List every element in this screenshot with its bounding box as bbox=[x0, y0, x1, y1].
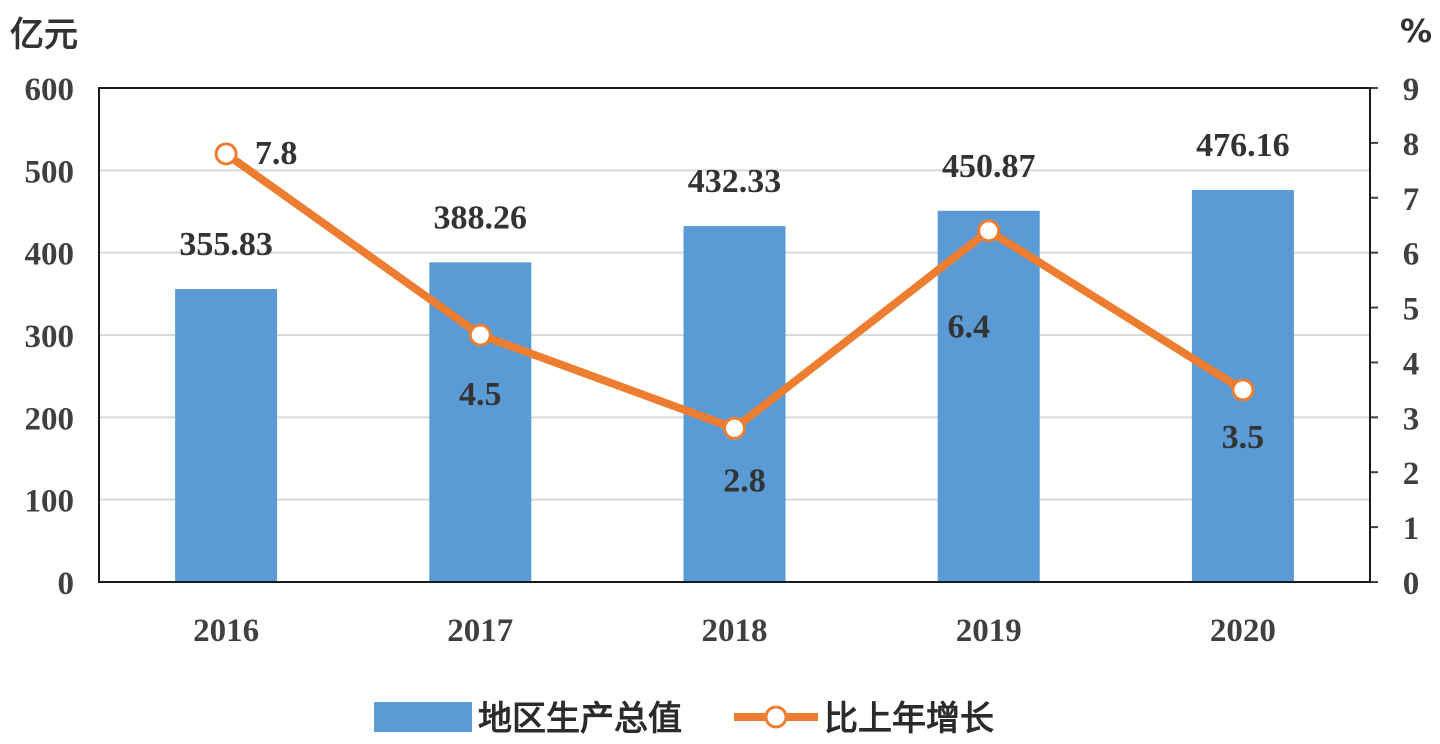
right-tick-label: 1 bbox=[1403, 511, 1420, 547]
legend: 地区生产总值 比上年增长 bbox=[374, 699, 994, 739]
left-tick-label: 100 bbox=[25, 484, 75, 520]
axes: 0 100 200 300 400 500 600 0 1 2 3 4 5 6 7 8 9 2016 2017 201… bbox=[25, 72, 1420, 649]
line-marker bbox=[1231, 378, 1255, 402]
right-tick-label: 9 bbox=[1403, 72, 1420, 108]
line-value-label: 2.8 bbox=[723, 462, 766, 499]
right-tick-label: 6 bbox=[1403, 237, 1420, 273]
bar-value-label: 388.26 bbox=[434, 199, 528, 236]
x-tick-label: 2020 bbox=[1210, 613, 1276, 649]
left-tick-label: 0 bbox=[58, 566, 75, 602]
right-tick-label: 7 bbox=[1403, 182, 1420, 218]
line-marker bbox=[468, 323, 492, 347]
legend-bar-label: 地区生产总值 bbox=[478, 699, 682, 739]
x-tick-label: 2018 bbox=[702, 613, 768, 649]
line-value-label: 6.4 bbox=[947, 309, 990, 346]
left-tick-label: 500 bbox=[25, 154, 75, 190]
bar-value-label: 355.83 bbox=[179, 226, 273, 263]
right-axis-unit: % bbox=[1400, 12, 1432, 50]
left-tick-label: 600 bbox=[25, 72, 75, 108]
bar bbox=[175, 289, 278, 582]
bar-series bbox=[175, 189, 1294, 583]
data-labels: 355.83 388.26 432.33 450.87 476.16 7.8 4.5 2.8 6… bbox=[179, 127, 1289, 499]
right-tick-label: 2 bbox=[1403, 456, 1420, 492]
line-value-label: 4.5 bbox=[459, 376, 502, 413]
left-axis-unit: 亿元 bbox=[10, 15, 78, 55]
right-tick-label: 8 bbox=[1403, 127, 1420, 163]
bar bbox=[937, 210, 1040, 583]
line-value-label: 3.5 bbox=[1222, 419, 1265, 456]
x-tick-label: 2019 bbox=[956, 613, 1022, 649]
line-value-label: 7.8 bbox=[255, 135, 298, 172]
legend-bar-swatch bbox=[374, 702, 472, 732]
right-tick-label: 4 bbox=[1403, 346, 1420, 382]
line-marker bbox=[723, 416, 746, 440]
line-marker bbox=[214, 142, 238, 166]
bar-value-label: 450.87 bbox=[942, 148, 1036, 185]
x-tick-label: 2017 bbox=[447, 613, 513, 649]
legend-line-label: 比上年增长 bbox=[824, 699, 994, 739]
plot-frame bbox=[98, 87, 1371, 583]
line-series bbox=[214, 142, 1255, 440]
right-tick-label: 5 bbox=[1403, 292, 1420, 328]
legend-line-marker bbox=[764, 705, 788, 729]
left-tick-label: 300 bbox=[25, 319, 75, 355]
right-tick-label: 0 bbox=[1403, 566, 1420, 602]
left-tick-label: 200 bbox=[25, 401, 75, 437]
right-tick-label: 3 bbox=[1403, 401, 1420, 437]
bar-value-label: 476.16 bbox=[1196, 127, 1290, 164]
bar-value-label: 432.33 bbox=[688, 163, 782, 200]
x-tick-label: 2016 bbox=[193, 613, 259, 649]
left-tick-label: 400 bbox=[25, 237, 75, 273]
line-marker bbox=[977, 219, 1001, 243]
